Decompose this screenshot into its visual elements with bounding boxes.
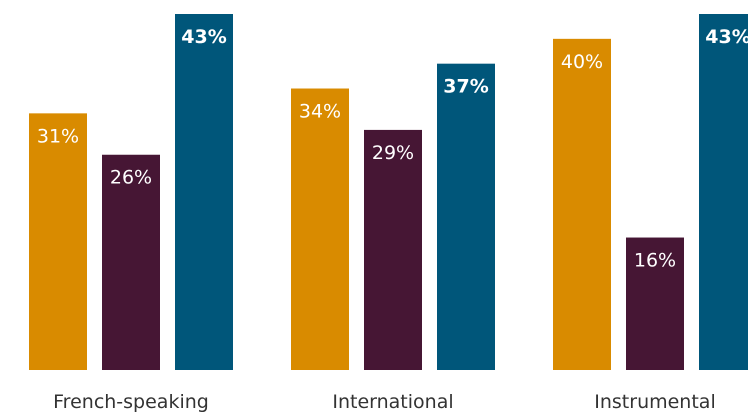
category-label-2: International [332, 391, 453, 413]
value-label-3-2: 16% [634, 250, 676, 272]
category-labels-group: French-speaking International Instrumental [53, 391, 716, 413]
bar-2-2 [364, 129, 422, 370]
bar-3-1 [553, 38, 611, 370]
bar-2-3 [437, 63, 495, 371]
value-label-1-2: 26% [110, 167, 152, 189]
value-label-3-1: 40% [561, 51, 603, 73]
value-labels-group: 31% 26% 43% 34% 29% 37% 40% 16% 43% [37, 26, 748, 272]
category-label-1: French-speaking [53, 391, 209, 413]
value-label-2-3: 37% [443, 76, 488, 98]
bars-group [29, 14, 748, 371]
bar-1-2 [102, 154, 160, 370]
value-label-2-1: 34% [299, 101, 341, 123]
bar-1-1 [29, 113, 87, 370]
bar-2-1 [291, 88, 349, 370]
bar-3-3 [699, 14, 748, 370]
value-label-2-2: 29% [372, 142, 414, 164]
value-label-3-3: 43% [705, 26, 748, 48]
category-label-3: Instrumental [594, 391, 715, 413]
bar-1-3 [175, 14, 233, 370]
bar-3-2 [626, 237, 684, 370]
value-label-1-1: 31% [37, 125, 79, 147]
value-label-1-3: 43% [181, 26, 226, 48]
